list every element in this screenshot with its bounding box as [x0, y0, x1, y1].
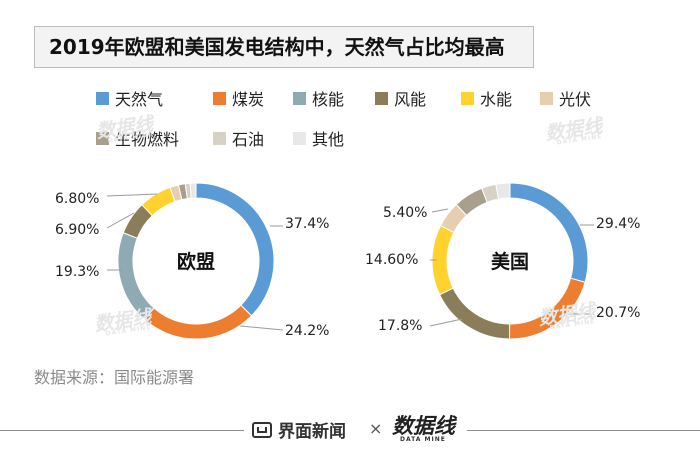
legend-swatch — [461, 91, 474, 105]
label-leader-line — [106, 193, 158, 197]
legend-item: 其他 — [293, 126, 344, 150]
legend-swatch — [375, 91, 388, 105]
footer-divider-left — [0, 430, 244, 431]
data-label: 37.4% — [285, 216, 329, 232]
label-leader-line — [431, 208, 449, 213]
legend-label: 其他 — [312, 130, 345, 149]
data-label: 24.2% — [285, 323, 329, 339]
footer-divider-right — [467, 430, 700, 431]
partner-logo: 数据线 DATA MINE — [392, 413, 455, 443]
donut-slice — [195, 182, 275, 317]
label-leader-line — [429, 318, 463, 327]
legend-label: 风能 — [394, 90, 427, 109]
donut-slice — [189, 182, 197, 199]
legend-swatch — [96, 131, 109, 145]
donut-slice — [438, 287, 511, 340]
legend-item: 煤炭 — [213, 86, 264, 110]
footer-brand: 界面新闻 — [252, 417, 346, 442]
legend-item: 石油 — [213, 126, 264, 150]
legend-label: 煤炭 — [232, 90, 265, 109]
data-label: 5.40% — [383, 205, 427, 221]
data-label: 14.60% — [365, 252, 418, 268]
donut-slice — [495, 182, 511, 200]
legend-item: 风能 — [375, 86, 426, 110]
legend-label: 光伏 — [559, 90, 592, 109]
legend-swatch — [213, 91, 226, 105]
legend-swatch — [96, 91, 109, 105]
data-label: 6.90% — [55, 222, 99, 238]
legend-item: 光伏 — [540, 86, 591, 110]
legend-label: 核能 — [312, 90, 345, 109]
data-label: 19.3% — [55, 264, 99, 280]
legend-item: 核能 — [293, 86, 344, 110]
brand-name: 界面新闻 — [278, 422, 346, 442]
label-leader-line — [239, 325, 284, 331]
donut-center-label: 美国 — [491, 250, 529, 273]
legend-item: 天然气 — [96, 86, 163, 110]
chart-title: 2019年欧盟和美国发电结构中，天然气占比均最高 — [34, 26, 534, 68]
legend-swatch — [293, 131, 306, 145]
legend-item: 水能 — [461, 86, 512, 110]
legend-label: 天然气 — [115, 90, 164, 109]
legend-item: 生物燃料 — [96, 126, 179, 150]
data-label: 6.80% — [55, 191, 99, 207]
legend-label: 石油 — [232, 130, 265, 149]
legend-swatch — [293, 91, 306, 105]
data-label: 29.4% — [596, 216, 640, 232]
data-label: 20.7% — [596, 305, 640, 321]
brand-logo-icon — [252, 421, 272, 438]
label-leader-line — [106, 212, 135, 229]
legend-swatch — [540, 91, 553, 105]
legend-swatch — [213, 131, 226, 145]
donut-slice — [143, 304, 253, 340]
data-label: 17.8% — [378, 318, 422, 334]
legend-label: 生物燃料 — [115, 130, 180, 149]
donut-center-label: 欧盟 — [177, 250, 215, 273]
legend-label: 水能 — [480, 90, 513, 109]
footer-separator: × — [369, 419, 383, 438]
data-source: 数据来源：国际能源署 — [34, 368, 195, 387]
